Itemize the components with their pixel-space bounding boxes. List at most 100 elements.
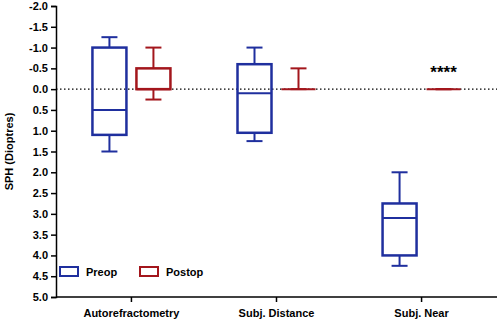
x-tick-mark (421, 297, 423, 302)
y-tick-mark (51, 234, 56, 236)
box-body (383, 203, 417, 255)
y-tick: 5.0 (33, 291, 56, 303)
y-tick-mark (51, 214, 56, 216)
legend: Preop Postop (60, 266, 204, 278)
y-tick-mark (51, 27, 56, 29)
y-tick-mark (51, 89, 56, 91)
median (238, 92, 272, 94)
y-tick: 2.0 (33, 166, 56, 178)
x-tick-label: Autorefractometry (83, 307, 180, 319)
reference-line (56, 88, 497, 89)
median (383, 217, 417, 219)
y-tick-mark (51, 193, 56, 195)
whisker-cap (392, 171, 408, 173)
median (427, 88, 461, 90)
whisker-cap (101, 151, 117, 153)
whisker (108, 37, 110, 47)
y-tick-label: -2.0 (29, 0, 48, 12)
y-tick-mark (51, 297, 56, 299)
median (136, 88, 170, 90)
y-tick: 3.5 (33, 229, 56, 241)
y-tick: -1.5 (29, 21, 56, 33)
whisker (152, 89, 154, 99)
median (92, 109, 126, 111)
box-body (238, 64, 272, 133)
y-tick-mark (51, 110, 56, 112)
whisker (108, 135, 110, 152)
x-tick-label: Subj. Distance (239, 307, 315, 319)
x-tick: Autorefractometry (83, 297, 180, 319)
whisker-cap (247, 47, 263, 49)
y-tick: 3.0 (33, 208, 56, 220)
y-tick-label: 0.0 (33, 83, 48, 95)
whisker-cap (145, 99, 161, 101)
box-body (136, 68, 170, 89)
median (282, 88, 316, 90)
x-tick-mark (276, 297, 278, 302)
whisker (399, 172, 401, 203)
y-tick-label: 1.0 (33, 125, 48, 137)
y-tick: 4.0 (33, 249, 56, 261)
box (427, 89, 461, 90)
whisker-cap (291, 67, 307, 69)
y-tick-label: -0.5 (29, 62, 48, 74)
whisker (399, 255, 401, 265)
y-tick-mark (51, 68, 56, 70)
y-tick-label: 3.0 (33, 208, 48, 220)
y-tick: 0.0 (33, 83, 56, 95)
y-axis-line (51, 7, 57, 298)
x-tick: Subj. Near (394, 297, 449, 319)
x-tick: Subj. Distance (239, 297, 315, 319)
y-tick-mark (51, 47, 56, 49)
y-tick-mark (51, 151, 56, 153)
whisker-cap (145, 47, 161, 49)
y-tick-label: -1.5 (29, 21, 48, 33)
y-tick: -0.5 (29, 62, 56, 74)
box (383, 172, 417, 266)
y-tick-mark (51, 172, 56, 174)
y-tick-label: 2.0 (33, 166, 48, 178)
y-tick-label: 4.5 (33, 270, 48, 282)
y-axis: -2.0 -1.5 -1.0 -0.5 0.0 0.5 1.0 1.5 2.0 2.5 3.0 3.5… (29, 0, 56, 303)
whisker-cap (101, 36, 117, 38)
legend-swatch (60, 267, 78, 276)
whisker (298, 68, 300, 89)
x-tick-label: Subj. Near (394, 307, 449, 319)
box-series (92, 37, 416, 266)
y-tick-label: 2.5 (33, 187, 48, 199)
box (282, 68, 316, 89)
y-tick: 2.5 (33, 187, 56, 199)
legend-label: Preop (86, 266, 117, 278)
y-tick: -1.0 (29, 42, 56, 54)
chart: -2.0 -1.5 -1.0 -0.5 0.0 0.5 1.0 1.5 2.0 2.5 3.0 3.5… (0, 0, 500, 324)
y-tick: 1.5 (33, 146, 56, 158)
y-tick: 1.0 (33, 125, 56, 137)
y-tick: 0.5 (33, 104, 56, 116)
y-tick: -2.0 (29, 0, 56, 12)
legend-label: Postop (166, 266, 204, 278)
box-body (427, 88, 461, 91)
y-tick-mark (51, 6, 56, 8)
whisker-cap (392, 265, 408, 267)
whisker (152, 48, 154, 69)
x-axis: Autorefractometry Subj. Distance Subj. Nea… (56, 297, 497, 319)
y-tick-label: 0.5 (33, 104, 48, 116)
y-tick-label: -1.0 (29, 42, 48, 54)
plot-area (56, 37, 497, 266)
box (238, 48, 272, 142)
y-tick-label: 3.5 (33, 229, 48, 241)
box-series (136, 48, 460, 100)
box (136, 48, 170, 100)
y-tick: 4.5 (33, 270, 56, 282)
whisker (254, 48, 256, 65)
box-body (92, 48, 126, 135)
y-tick-mark (51, 276, 56, 278)
y-tick-label: 5.0 (33, 291, 48, 303)
box (92, 37, 126, 151)
box-body (282, 88, 316, 91)
y-tick-label: 4.0 (33, 249, 48, 261)
annotation: **** (430, 63, 457, 82)
whisker-cap (247, 140, 263, 142)
legend-swatch (140, 267, 158, 276)
y-tick-label: 1.5 (33, 146, 48, 158)
